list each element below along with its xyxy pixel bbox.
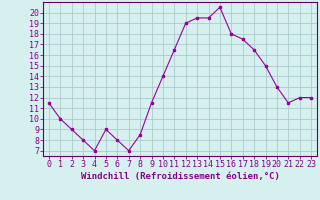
- X-axis label: Windchill (Refroidissement éolien,°C): Windchill (Refroidissement éolien,°C): [81, 172, 279, 181]
